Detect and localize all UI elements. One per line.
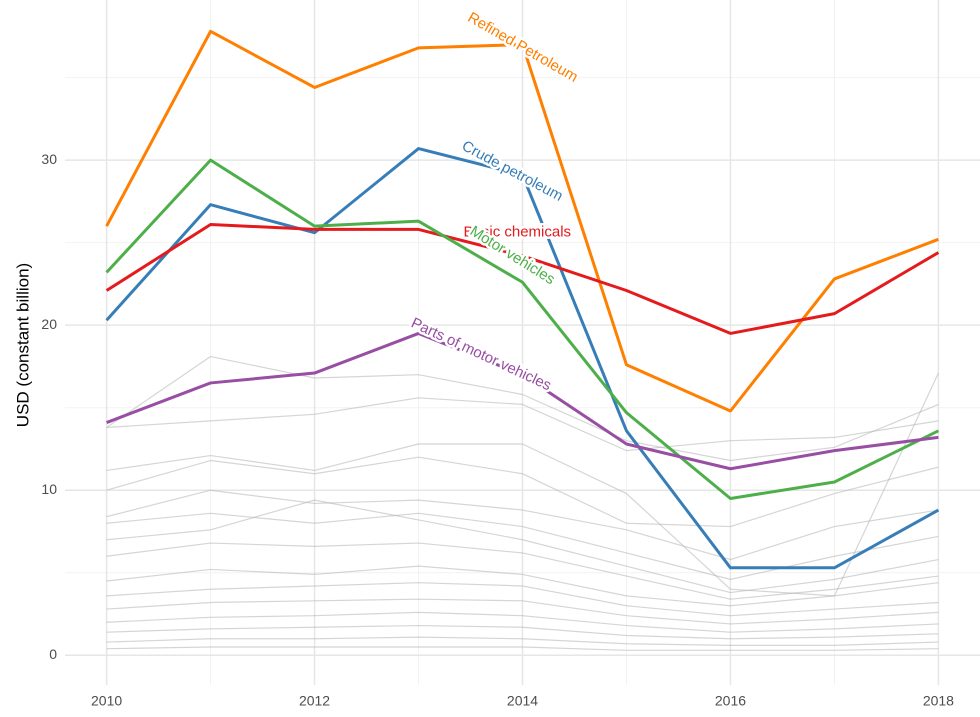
background-line bbox=[106, 499, 939, 594]
background-line bbox=[106, 636, 939, 646]
background-line bbox=[106, 397, 939, 452]
y-axis-label: USD (constant billion) bbox=[13, 263, 32, 427]
y-tick-label: 30 bbox=[41, 151, 57, 167]
x-tick-label: 2018 bbox=[923, 693, 954, 709]
x-tick-label: 2014 bbox=[507, 693, 538, 709]
y-tick-label: 20 bbox=[41, 316, 57, 332]
series-line bbox=[105, 158, 940, 500]
series-line bbox=[105, 222, 940, 335]
y-tick-label: 0 bbox=[49, 646, 57, 662]
background-line bbox=[106, 512, 939, 580]
background-line bbox=[106, 489, 939, 561]
x-tick-label: 2010 bbox=[91, 693, 122, 709]
series-line bbox=[105, 29, 939, 413]
y-tick-label: 10 bbox=[41, 481, 57, 497]
series-label: Basic chemicals bbox=[464, 224, 572, 241]
background-line bbox=[106, 542, 939, 600]
background-line bbox=[106, 565, 939, 607]
series-label: Crude petroleum bbox=[459, 137, 566, 204]
series-label: Parts of motor vehicles bbox=[408, 314, 553, 394]
x-tick-label: 2012 bbox=[299, 693, 330, 709]
background-line bbox=[106, 598, 939, 625]
background-line bbox=[106, 611, 939, 633]
x-tick-label: 2016 bbox=[715, 693, 746, 709]
background-line bbox=[106, 582, 939, 617]
background-line bbox=[106, 355, 939, 462]
background-line bbox=[106, 624, 939, 640]
series-line bbox=[106, 331, 939, 471]
series-line bbox=[105, 147, 940, 570]
background-line bbox=[106, 372, 939, 597]
background-line bbox=[106, 456, 939, 528]
background-line bbox=[106, 646, 939, 651]
